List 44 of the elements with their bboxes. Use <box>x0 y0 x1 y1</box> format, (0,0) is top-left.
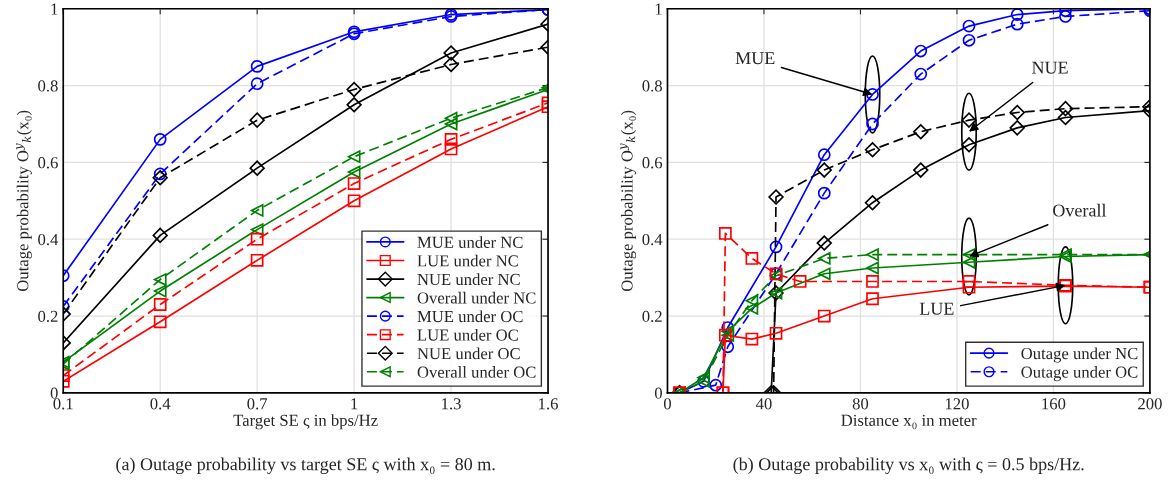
legend-label: Outage under NC <box>1021 347 1138 363</box>
x-tick-label: 0 <box>663 398 671 410</box>
x-tick-label: 200 <box>1138 398 1162 410</box>
legend-label: Outage under OC <box>1021 366 1138 382</box>
y-axis-title: Outage probability O$^{y}$$_{k}$(x₀) <box>16 110 32 292</box>
x-tick-label: 1.3 <box>442 398 461 410</box>
x-tick-label: 1 <box>351 398 358 410</box>
legend-label: NUE under OC <box>417 347 520 360</box>
legend-label: MUE under NC <box>417 236 523 248</box>
y-axis-title: Outage probability O$^{y}$$_{k}$(x₀) <box>620 110 637 292</box>
legend-label: MUE under OC <box>417 310 523 323</box>
annotation: MUE <box>735 52 775 65</box>
x-axis-title: Target SE ς in bps/Hz <box>233 414 378 430</box>
y-tick-label: 0.8 <box>38 80 58 92</box>
y-tick-label: 0 <box>50 387 58 399</box>
x-axis-title: Distance x₀ in meter <box>841 414 977 430</box>
y-tick-label: 1 <box>51 3 58 15</box>
text: (b) Outage probability vs x₀ with ς = 0.5 bps/Hz. <box>733 457 1084 475</box>
legend-label: NUE under NC <box>417 273 520 286</box>
text: (a) Outage probability vs target SE ς with x₀ = 80 m. <box>116 457 495 475</box>
annotation: Overall <box>1053 203 1107 217</box>
legend-label: Overall under NC <box>417 291 536 304</box>
y-tick-label: 0.6 <box>642 157 663 169</box>
legend-label: Overall under OC <box>417 366 536 378</box>
y-tick-label: 0.8 <box>642 80 662 92</box>
y-tick-label: 0.4 <box>38 233 59 246</box>
y-tick-label: 0.2 <box>642 310 662 323</box>
legend-label: LUE under OC <box>417 328 518 341</box>
y-tick-label: 0 <box>654 387 662 399</box>
annotation: NUE <box>1032 61 1068 74</box>
x-tick-label: 160 <box>1042 398 1066 410</box>
x-tick-label: 0.4 <box>150 398 171 410</box>
x-tick-label: 0.1 <box>53 398 73 410</box>
y-tick-label: 0.4 <box>642 233 663 246</box>
legend-label: LUE under NC <box>417 254 518 267</box>
y-tick-label: 0.2 <box>38 310 58 323</box>
x-tick-label: 1.6 <box>539 398 558 410</box>
x-tick-label: 0.7 <box>247 398 268 410</box>
x-tick-label: 80 <box>852 398 869 410</box>
annotation: LUE <box>919 302 954 315</box>
x-tick-label: 120 <box>945 398 969 410</box>
x-tick-label: 40 <box>755 398 772 410</box>
y-tick-label: 0.6 <box>38 157 58 169</box>
y-tick-label: 1 <box>655 3 662 15</box>
